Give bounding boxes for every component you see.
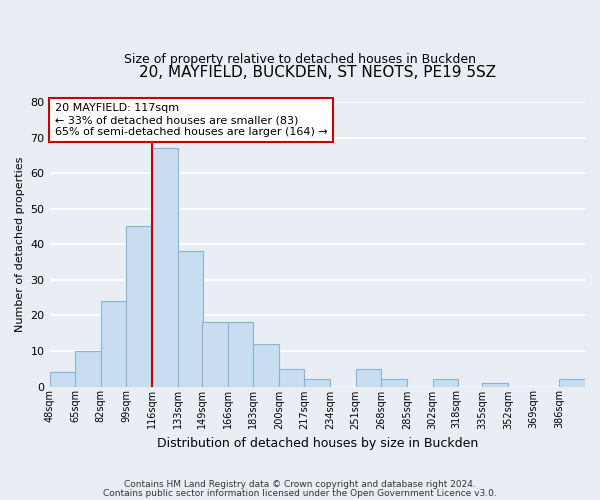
- Text: Contains public sector information licensed under the Open Government Licence v3: Contains public sector information licen…: [103, 488, 497, 498]
- Text: Size of property relative to detached houses in Buckden: Size of property relative to detached ho…: [124, 52, 476, 66]
- Bar: [75, 351, 101, 386]
- Bar: [127, 226, 152, 386]
- Bar: [559, 380, 585, 386]
- Bar: [227, 322, 253, 386]
- Bar: [482, 383, 508, 386]
- Y-axis label: Number of detached properties: Number of detached properties: [15, 156, 25, 332]
- Bar: [202, 322, 227, 386]
- Bar: [152, 148, 178, 386]
- Bar: [101, 301, 127, 386]
- X-axis label: Distribution of detached houses by size in Buckden: Distribution of detached houses by size …: [157, 437, 478, 450]
- Bar: [433, 380, 458, 386]
- Title: 20, MAYFIELD, BUCKDEN, ST NEOTS, PE19 5SZ: 20, MAYFIELD, BUCKDEN, ST NEOTS, PE19 5S…: [139, 65, 496, 80]
- Bar: [50, 372, 75, 386]
- Text: Contains HM Land Registry data © Crown copyright and database right 2024.: Contains HM Land Registry data © Crown c…: [124, 480, 476, 489]
- Bar: [304, 380, 330, 386]
- Bar: [382, 380, 407, 386]
- Bar: [253, 344, 279, 387]
- Text: 20 MAYFIELD: 117sqm
← 33% of detached houses are smaller (83)
65% of semi-detach: 20 MAYFIELD: 117sqm ← 33% of detached ho…: [55, 104, 328, 136]
- Bar: [178, 252, 203, 386]
- Bar: [356, 368, 382, 386]
- Bar: [279, 368, 304, 386]
